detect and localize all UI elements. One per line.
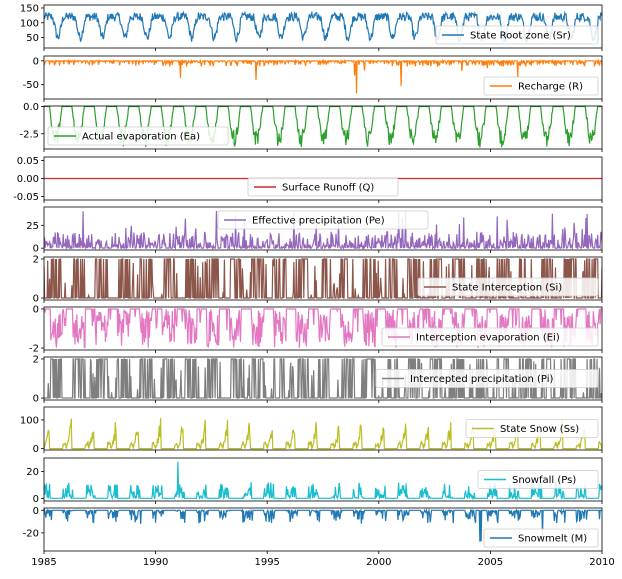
x-tick-label: 1985 [31,557,56,568]
panel-6: 0 2 State Interception (Si) [33,254,603,305]
y-tick-label: 0 [33,394,39,405]
series-line [44,461,602,501]
legend: Effective precipitation (Pe) [217,210,429,230]
x-tick-label: 2010 [589,557,614,568]
y-tick-label: -0.05 [13,192,39,203]
y-tick-label: 150 [20,3,39,14]
panel-10: 0 20 Snowfall (Ps) [26,457,603,505]
series-line [44,357,602,399]
legend: Intercepted precipitation (Pi) [375,369,599,388]
legend-label: Snowmelt (M) [518,534,587,545]
legend-label: Interception evaporation (Ei) [416,333,560,344]
y-tick-label: -2 [29,344,39,355]
panel-5: 0 25 Effective precipitation (Pe) [26,206,603,255]
y-tick-label: 0.0 [23,102,39,113]
y-tick-label: 100 [20,415,39,426]
legend-label: State Root zone (Sr) [470,31,571,42]
legend-box [381,327,599,347]
y-tick-label: -50 [23,80,39,91]
panel-frame [43,406,603,451]
panel-frame [43,457,603,502]
legend: State Root zone (Sr) [435,25,599,45]
y-tick-label: 0.00 [17,174,39,185]
series-line [44,258,602,299]
y-tick-label: 0 [33,294,39,305]
legend-box [477,470,599,489]
legend-label: Actual evaporation (Ea) [82,132,200,143]
y-tick-label: 2 [33,254,39,265]
legend-box [483,528,599,548]
panel-frame [43,4,603,49]
legend-label: Snowfall (Ps) [512,475,576,486]
panel-frame [43,507,603,552]
legend-box [217,210,429,230]
legend-box [247,177,399,197]
x-tick-label: 2005 [478,557,503,568]
legend: Actual evaporation (Ea) [47,126,229,146]
legend: Interception evaporation (Ei) [381,327,599,347]
legend-label: Effective precipitation (Pe) [252,216,385,227]
legend-box [417,277,599,297]
panel-3: -2.5 0.0 Actual evaporation (Ea) [19,102,603,152]
y-tick-label: 100 [20,18,39,29]
y-tick-label: 0 [33,506,39,517]
panel-1: 50 100 150 State Root zone (Sr) [20,3,603,51]
y-tick-label: 0 [33,494,39,505]
series-line [44,106,602,148]
panel-4: -0.05 0.00 0.05 Surface Runoff (Q) [13,156,603,203]
y-tick-label: 25 [26,221,39,232]
legend-box [435,25,599,45]
x-tick-label: 1995 [254,557,279,568]
series-line [44,418,602,450]
legend: Surface Runoff (Q) [247,177,399,197]
y-tick-label: -20 [23,528,39,539]
panel-frame [43,105,603,150]
y-tick-label: -2.5 [19,129,39,140]
y-tick-label: 0 [33,56,39,67]
panel-7: -2 0 Interception evaporation (Ei) [29,304,603,355]
series-line [44,10,602,44]
y-tick-label: 0 [33,444,39,455]
legend: Snowmelt (M) [483,528,599,548]
panel-11: -20 0 1985 1990 1995 2000 2005 2010 Snowmelt (M) [23,506,615,568]
y-tick-label: 0 [33,244,39,255]
legend-box [375,369,599,388]
legend-box [465,419,599,438]
legend: State Interception (Si) [417,277,599,297]
y-tick-label: 2 [33,354,39,365]
x-tick-label: 2000 [366,557,391,568]
legend: Snowfall (Ps) [477,470,599,489]
legend-label: Intercepted precipitation (Pi) [410,374,554,385]
y-tick-label: 20 [26,467,39,478]
panel-frame [43,256,603,301]
panel-8: 0 2 Intercepted precipitation (Pi) [33,354,603,405]
x-tick-label: 1990 [143,557,168,568]
legend-label: Recharge (R) [518,82,583,93]
panel-frame [43,356,603,401]
panel-frame [43,206,603,251]
legend-box [47,126,229,146]
series-line [44,308,602,349]
y-tick-label: 0 [33,304,39,315]
series-line [44,508,602,542]
legend-box [483,76,599,96]
panel-frame [43,55,603,100]
series-line [44,58,602,94]
series-line [44,210,602,250]
legend-label: State Interception (Si) [452,283,562,294]
legend: Recharge (R) [483,76,599,96]
y-tick-label: 0.05 [17,156,39,167]
legend-label: Surface Runoff (Q) [282,183,374,194]
legend-label: State Snow (Ss) [500,424,579,435]
panel-9: 0 100 State Snow (Ss) [20,406,603,455]
panel-2: -50 0 Recharge (R) [23,55,603,102]
panel-frame [43,306,603,351]
y-tick-label: 50 [26,33,39,44]
legend: State Snow (Ss) [465,419,599,438]
